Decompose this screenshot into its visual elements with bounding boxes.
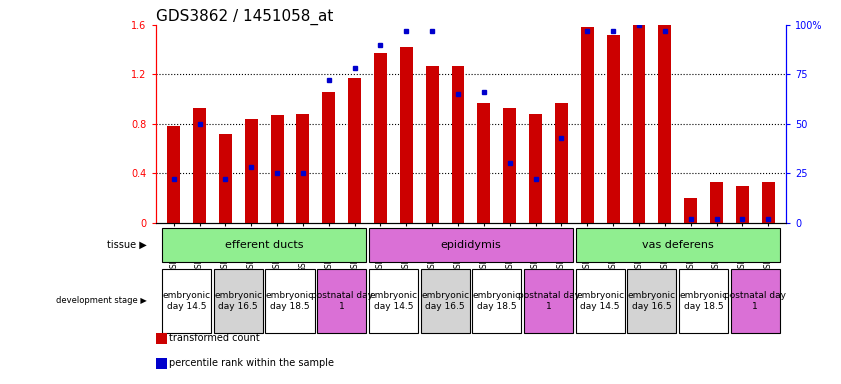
Bar — [627, 269, 676, 333]
Bar — [219, 134, 232, 223]
Text: development stage ▶: development stage ▶ — [56, 296, 147, 305]
Text: epididymis: epididymis — [441, 240, 501, 250]
Text: embryonic
day 16.5: embryonic day 16.5 — [421, 291, 469, 311]
Bar — [473, 269, 521, 333]
Text: embryonic
day 14.5: embryonic day 14.5 — [369, 291, 417, 311]
Bar — [420, 269, 469, 333]
Text: transformed count: transformed count — [169, 333, 260, 343]
Bar — [266, 269, 315, 333]
Text: embryonic
day 14.5: embryonic day 14.5 — [576, 291, 624, 311]
Bar — [452, 66, 464, 223]
Bar — [245, 119, 257, 223]
Bar — [632, 25, 645, 223]
Bar — [348, 78, 361, 223]
Text: postnatal day
1: postnatal day 1 — [310, 291, 373, 311]
Bar — [399, 47, 413, 223]
Bar — [162, 269, 211, 333]
Bar — [659, 25, 671, 223]
Text: efferent ducts: efferent ducts — [225, 240, 304, 250]
Text: embryonic
day 16.5: embryonic day 16.5 — [214, 291, 262, 311]
Bar — [679, 269, 728, 333]
Text: embryonic
day 14.5: embryonic day 14.5 — [162, 291, 210, 311]
Text: embryonic
day 18.5: embryonic day 18.5 — [266, 291, 314, 311]
Bar — [214, 269, 263, 333]
Bar — [369, 228, 573, 262]
Bar — [271, 115, 283, 223]
Bar — [167, 126, 180, 223]
Bar — [478, 103, 490, 223]
Bar — [322, 92, 336, 223]
Bar — [317, 269, 367, 333]
Bar — [710, 182, 723, 223]
Bar — [374, 53, 387, 223]
Text: percentile rank within the sample: percentile rank within the sample — [169, 358, 334, 368]
Bar — [685, 198, 697, 223]
Bar — [369, 269, 418, 333]
Bar — [529, 114, 542, 223]
Bar — [606, 35, 620, 223]
Bar — [736, 185, 748, 223]
Bar — [426, 66, 439, 223]
Bar — [731, 269, 780, 333]
Text: tissue ▶: tissue ▶ — [108, 240, 147, 250]
Bar — [297, 114, 309, 223]
Text: postnatal day
1: postnatal day 1 — [517, 291, 579, 311]
Bar — [503, 108, 516, 223]
Text: embryonic
day 18.5: embryonic day 18.5 — [473, 291, 521, 311]
Text: embryonic
day 18.5: embryonic day 18.5 — [680, 291, 727, 311]
Text: GDS3862 / 1451058_at: GDS3862 / 1451058_at — [156, 9, 333, 25]
Bar — [162, 228, 367, 262]
Bar — [581, 27, 594, 223]
Bar — [575, 269, 625, 333]
Bar — [575, 228, 780, 262]
Text: vas deferens: vas deferens — [642, 240, 714, 250]
Bar — [193, 108, 206, 223]
Text: postnatal day
1: postnatal day 1 — [724, 291, 786, 311]
Bar — [555, 103, 568, 223]
Bar — [762, 182, 775, 223]
Text: embryonic
day 16.5: embryonic day 16.5 — [628, 291, 676, 311]
Bar — [524, 269, 573, 333]
